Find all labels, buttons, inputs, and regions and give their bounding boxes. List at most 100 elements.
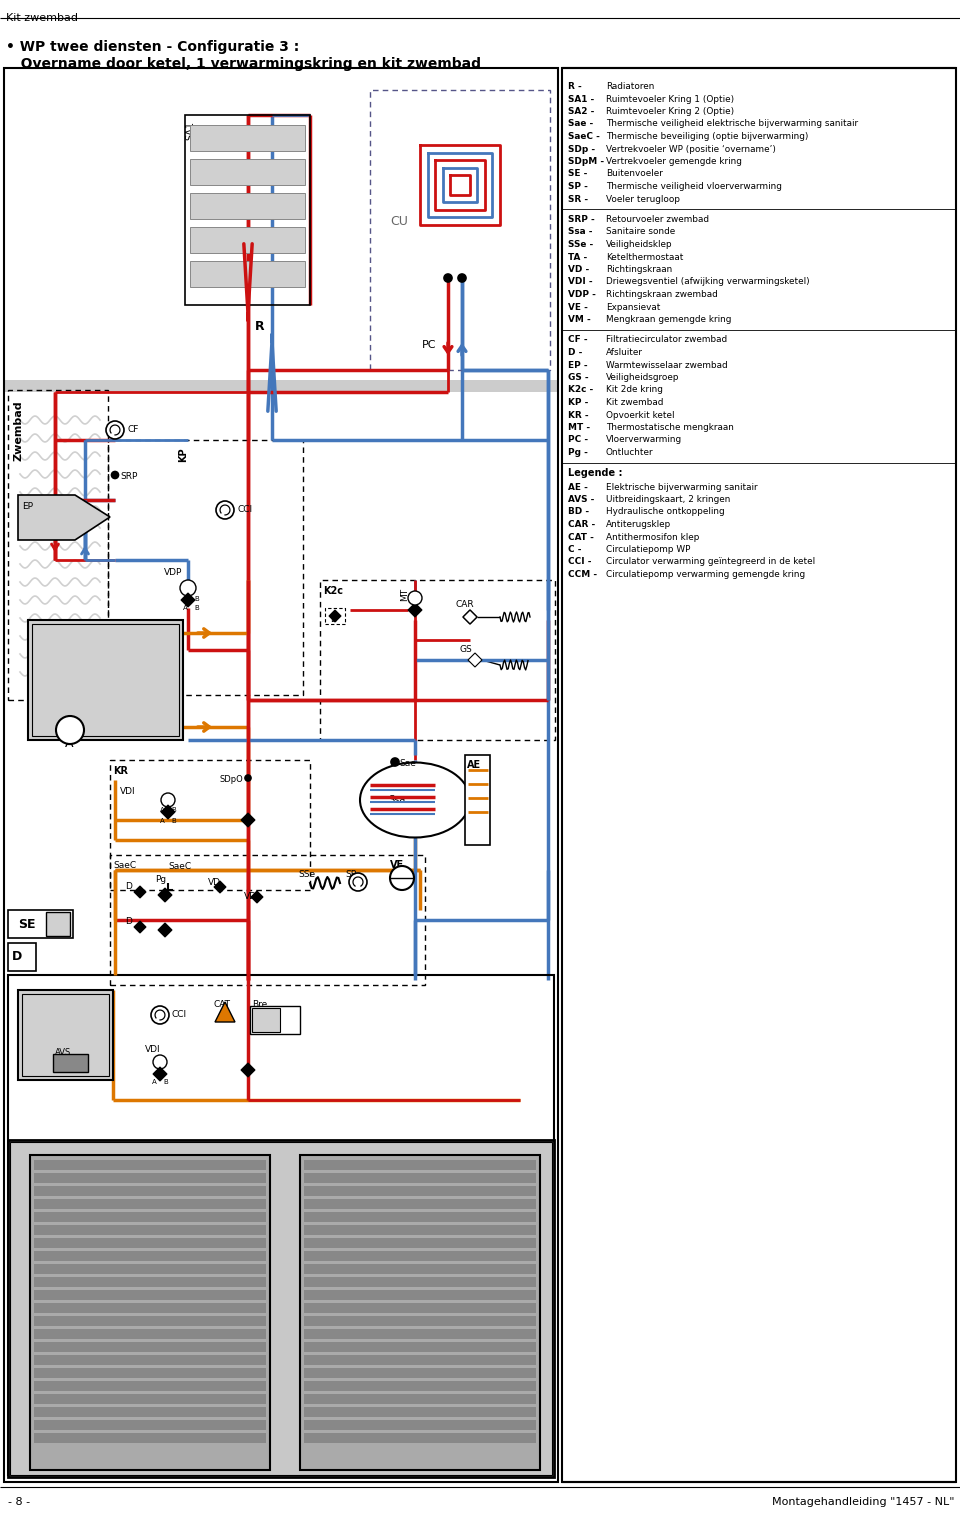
Text: KP -: KP -	[568, 398, 588, 407]
Bar	[304, 1316, 536, 1327]
Text: BD -: BD -	[568, 507, 589, 516]
Bar	[304, 1368, 536, 1378]
Bar	[34, 1290, 266, 1299]
Text: Thermische veiligheid vloerverwarming: Thermische veiligheid vloerverwarming	[606, 182, 781, 191]
Text: B: B	[163, 1079, 168, 1085]
Bar	[304, 1239, 536, 1248]
Bar	[4, 68, 558, 1482]
Text: Pg: Pg	[155, 874, 166, 883]
Bar	[4, 380, 558, 392]
Polygon shape	[329, 610, 341, 622]
Text: K2c: K2c	[323, 586, 343, 597]
Bar	[190, 159, 305, 185]
Text: Circulatiepomp WP: Circulatiepomp WP	[606, 545, 690, 554]
Circle shape	[56, 716, 84, 744]
Bar	[34, 1433, 266, 1444]
Bar	[562, 68, 956, 1482]
Text: SA1: SA1	[185, 121, 195, 140]
Polygon shape	[215, 1002, 235, 1022]
Text: CAR -: CAR -	[568, 521, 595, 528]
Text: SRP: SRP	[120, 472, 137, 481]
Text: Expansievat: Expansievat	[606, 302, 660, 311]
Bar	[304, 1328, 536, 1339]
Text: AVS -: AVS -	[568, 495, 594, 504]
Circle shape	[391, 757, 399, 767]
Text: VD: VD	[244, 893, 257, 902]
Bar	[18, 990, 113, 1079]
Circle shape	[390, 865, 414, 890]
Bar	[34, 1356, 266, 1365]
Text: Bre: Bre	[252, 1000, 267, 1009]
Text: EP: EP	[22, 502, 33, 512]
Text: VD -: VD -	[568, 266, 589, 275]
Bar	[8, 390, 108, 700]
Bar	[304, 1433, 536, 1444]
Bar	[34, 1277, 266, 1287]
Text: TA -: TA -	[568, 252, 588, 261]
Text: Mengkraan gemengde kring: Mengkraan gemengde kring	[606, 316, 732, 323]
Bar	[304, 1251, 536, 1261]
Text: SRP -: SRP -	[568, 216, 595, 225]
Bar	[304, 1290, 536, 1299]
Bar	[304, 1160, 536, 1170]
Ellipse shape	[360, 762, 470, 838]
Text: Kit zwembad: Kit zwembad	[6, 14, 78, 23]
Polygon shape	[251, 891, 263, 903]
Polygon shape	[134, 887, 146, 899]
Text: Ruimtevoeler Kring 2 (Optie): Ruimtevoeler Kring 2 (Optie)	[606, 106, 734, 115]
Bar	[304, 1173, 536, 1183]
Bar	[110, 761, 310, 890]
Text: AE -: AE -	[568, 483, 588, 492]
Text: Afsluiter: Afsluiter	[606, 348, 643, 357]
Polygon shape	[158, 888, 172, 902]
Text: M: M	[157, 1055, 162, 1060]
Text: A: A	[160, 818, 165, 824]
Text: Vertrekvoeler gemengde kring: Vertrekvoeler gemengde kring	[606, 156, 742, 165]
Circle shape	[245, 776, 251, 780]
Text: SDpO: SDpO	[220, 776, 244, 783]
Bar	[304, 1394, 536, 1404]
Bar	[34, 1316, 266, 1327]
Text: D -: D -	[568, 348, 583, 357]
Text: Sae: Sae	[399, 759, 416, 768]
Text: D: D	[330, 615, 337, 624]
Bar	[304, 1342, 536, 1353]
Text: PC -: PC -	[568, 436, 588, 445]
Text: B: B	[171, 818, 176, 824]
Text: Driewegsventiel (afwijking verwarmingsketel): Driewegsventiel (afwijking verwarmingske…	[606, 278, 809, 287]
Bar	[34, 1381, 266, 1390]
Bar	[34, 1211, 266, 1222]
Text: TA: TA	[27, 1016, 54, 1034]
Polygon shape	[153, 1067, 167, 1081]
Text: SaeC: SaeC	[168, 862, 191, 871]
Text: Zwembad: Zwembad	[14, 401, 24, 460]
Text: A: A	[152, 1079, 156, 1085]
Bar	[34, 1368, 266, 1378]
Text: TA: TA	[41, 660, 68, 679]
Text: Opvoerkit ketel: Opvoerkit ketel	[606, 410, 675, 419]
Text: SR -: SR -	[568, 194, 588, 203]
Text: CAT -: CAT -	[568, 533, 594, 542]
Text: Richtingskraan zwembad: Richtingskraan zwembad	[606, 290, 718, 299]
Text: B: B	[194, 597, 199, 603]
Bar	[34, 1199, 266, 1208]
Text: Antithermosifon klep: Antithermosifon klep	[606, 533, 700, 542]
Text: SDp -: SDp -	[568, 144, 595, 153]
Text: Kit zwembad: Kit zwembad	[606, 398, 663, 407]
Polygon shape	[18, 495, 110, 540]
Bar	[190, 261, 305, 287]
Circle shape	[151, 1006, 169, 1025]
Text: KR: KR	[113, 767, 128, 776]
Text: AVS: AVS	[55, 1047, 71, 1057]
Text: PC: PC	[422, 340, 437, 351]
Bar	[10, 1142, 552, 1475]
Text: A: A	[183, 606, 188, 612]
Text: MT: MT	[400, 587, 409, 601]
Text: Retourvoeler zwembad: Retourvoeler zwembad	[606, 216, 709, 225]
Text: VDI -: VDI -	[568, 278, 592, 287]
Text: VE: VE	[390, 861, 404, 870]
Text: - 8 -: - 8 -	[8, 1497, 30, 1507]
Polygon shape	[241, 1063, 255, 1076]
Circle shape	[444, 275, 452, 282]
Bar	[108, 440, 303, 695]
